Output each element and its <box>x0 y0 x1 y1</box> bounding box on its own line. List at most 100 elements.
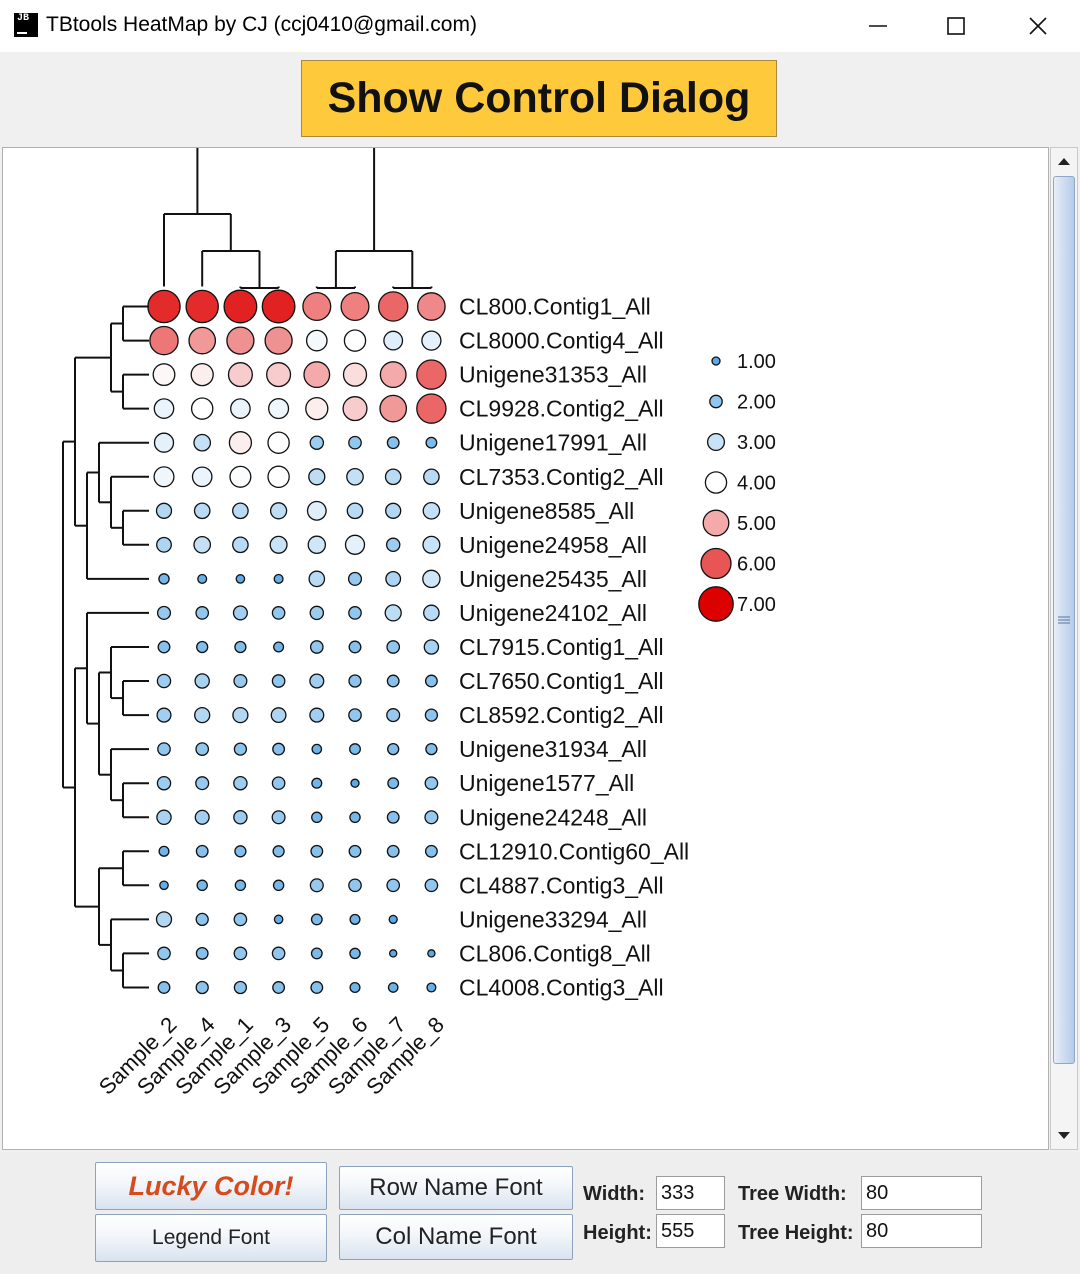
heatmap-cell <box>309 878 324 893</box>
heatmap-cell <box>302 291 332 322</box>
heatmap-cell <box>273 573 284 584</box>
heatmap-cell <box>348 708 362 722</box>
minimize-icon <box>869 25 887 27</box>
heatmap-cell <box>385 502 402 519</box>
heatmap-cell <box>153 466 175 488</box>
heatmap-cell <box>311 777 323 789</box>
heatmap-cell <box>311 743 323 755</box>
scroll-down-button[interactable] <box>1052 1124 1076 1148</box>
maximize-button[interactable] <box>916 0 996 52</box>
heatmap-cell <box>232 706 249 724</box>
heatmap-cell <box>424 708 439 722</box>
heatmap-cell <box>185 289 219 324</box>
heatmap-cell <box>384 468 402 486</box>
row-label: CL7915.Contig1_All <box>459 634 664 660</box>
heatmap-cell <box>377 291 409 322</box>
show-control-dialog-button[interactable]: Show Control Dialog <box>301 60 777 137</box>
row-label: Unigene17991_All <box>459 430 647 456</box>
window-title: TBtools HeatMap by CJ (ccj0410@gmail.com… <box>46 13 477 36</box>
heatmap-cell <box>232 605 248 621</box>
heatmap-cell <box>190 397 214 420</box>
legend-label: 4.00 <box>737 473 776 495</box>
row-label: CL4887.Contig3_All <box>459 872 664 898</box>
title-bar: JB TBtools HeatMap by CJ (ccj0410@gmail.… <box>0 0 1080 52</box>
tree-height-input[interactable] <box>861 1214 982 1248</box>
heatmap-cell <box>386 640 401 654</box>
heatmap-cell <box>233 946 248 961</box>
heatmap-cell <box>309 707 325 723</box>
heatmap-cell <box>427 949 436 958</box>
col-name-font-button[interactable]: Col Name Font <box>339 1214 573 1260</box>
legend-label: 5.00 <box>737 513 776 535</box>
heatmap-cell <box>193 502 211 520</box>
heatmap-cell <box>269 535 288 554</box>
vertical-scrollbar[interactable] <box>1050 147 1078 1150</box>
heatmap-cell <box>188 326 217 355</box>
heatmap-cell <box>234 640 247 654</box>
heatmap-cell <box>310 913 323 926</box>
heatmap-cell <box>385 570 402 587</box>
heatmap-cell <box>270 707 287 724</box>
heatmap-cell <box>155 911 173 928</box>
heatmap-cell <box>268 398 290 420</box>
row-name-font-button[interactable]: Row Name Font <box>339 1166 573 1210</box>
minimize-button[interactable] <box>838 0 918 52</box>
heatmap-cell <box>343 329 367 352</box>
heatmap-cell <box>261 289 296 324</box>
heatmap-cell <box>194 706 211 724</box>
heatmap-cell <box>379 361 407 389</box>
lucky-color-button[interactable]: Lucky Color! <box>95 1162 327 1210</box>
heatmap-cell <box>195 912 209 927</box>
heatmap-cell <box>190 362 214 387</box>
heatmap-cell <box>387 982 399 993</box>
heatmap-cell <box>229 465 252 488</box>
row-label: Unigene25435_All <box>459 566 647 592</box>
heatmap-cell <box>267 465 290 489</box>
heatmap-cell <box>383 330 404 351</box>
height-input[interactable] <box>656 1214 725 1248</box>
heatmap-cell <box>424 810 439 825</box>
heatmap-cell <box>157 981 171 994</box>
height-label: Height: <box>583 1222 652 1244</box>
heatmap-cell <box>191 466 213 488</box>
heatmap-cell <box>422 535 441 554</box>
row-label: CL8000.Contig4_All <box>459 328 664 354</box>
width-input[interactable] <box>656 1176 725 1210</box>
heatmap-cell <box>426 982 437 993</box>
row-label: CL7650.Contig1_All <box>459 668 664 694</box>
heatmap-cell <box>152 363 176 387</box>
heatmap-cell <box>227 362 253 388</box>
tree-width-input[interactable] <box>861 1176 982 1210</box>
legend-swatch <box>706 432 726 452</box>
close-button[interactable] <box>998 0 1078 52</box>
heatmap-cell <box>158 573 170 585</box>
legend-font-button[interactable]: Legend Font <box>95 1214 327 1262</box>
heatmap-cell <box>310 844 324 858</box>
heatmap-cell <box>416 393 447 424</box>
heatmap-cell <box>386 436 400 450</box>
heatmap-cell <box>153 398 175 419</box>
heatmap-cell <box>346 467 364 486</box>
heatmap-cell <box>272 845 285 858</box>
heatmap-cell <box>387 777 400 790</box>
row-label: Unigene24958_All <box>459 532 647 558</box>
heatmap-cell <box>234 845 247 858</box>
heatmap-cell <box>158 845 170 857</box>
heatmap-cell <box>386 674 400 688</box>
scroll-thumb[interactable] <box>1053 176 1075 1064</box>
row-label: Unigene24102_All <box>459 600 647 626</box>
heatmap-cell <box>233 775 248 791</box>
heatmap-cell <box>156 605 172 620</box>
app-icon-text: JB <box>17 13 30 24</box>
heatmap-chart: CL800.Contig1_All CL8000.Contig4_All Unige… <box>62 148 776 1100</box>
row-label: Unigene8585_All <box>459 498 634 524</box>
heatmap-cell <box>196 879 208 892</box>
heatmap-cell <box>342 362 368 387</box>
heatmap-cell <box>309 605 325 621</box>
grip-icon <box>1058 616 1070 624</box>
heatmap-cell <box>309 640 324 654</box>
heatmap-cell <box>233 673 248 689</box>
legend-swatch <box>702 509 730 537</box>
heatmap-cell <box>348 640 362 654</box>
scroll-up-button[interactable] <box>1052 149 1076 173</box>
